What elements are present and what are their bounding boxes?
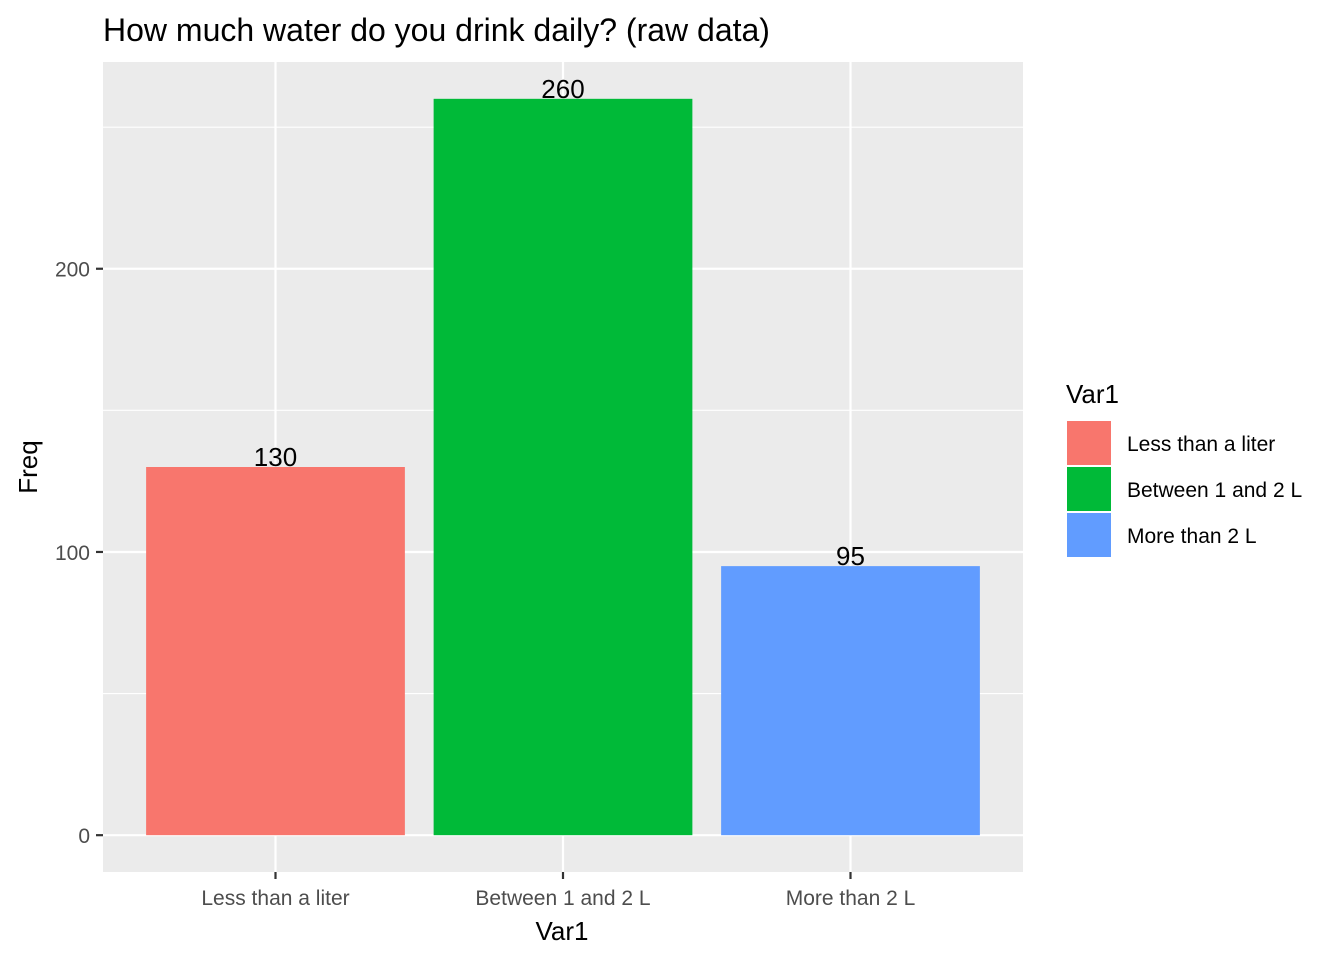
- x-axis-title: Var1: [536, 916, 589, 946]
- legend-title: Var1: [1066, 379, 1119, 409]
- bars-group: [146, 98, 980, 836]
- chart-title: How much water do you drink daily? (raw …: [103, 12, 770, 48]
- bar-value-label: 260: [541, 74, 584, 104]
- bar-labels-group: 130 260 95: [254, 74, 865, 571]
- bar-value-label: 130: [254, 442, 297, 472]
- legend-label: More than 2 L: [1127, 525, 1257, 548]
- y-tick-label: 100: [55, 542, 90, 565]
- legend-key: [1067, 421, 1111, 465]
- bar-value-label: 95: [836, 541, 865, 571]
- bar: [146, 467, 405, 836]
- legend-label: Less than a liter: [1127, 433, 1275, 456]
- x-axis: Less than a liter Between 1 and 2 L More t…: [201, 872, 915, 910]
- bar: [721, 566, 980, 836]
- y-axis-title: Freq: [13, 440, 43, 493]
- bar: [433, 98, 693, 836]
- y-tick-label: 200: [55, 259, 90, 282]
- legend-label: Between 1 and 2 L: [1127, 479, 1302, 502]
- x-tick-label: More than 2 L: [786, 887, 916, 910]
- legend-key: [1067, 513, 1111, 557]
- y-tick-label: 0: [78, 825, 90, 848]
- legend-key: [1067, 467, 1111, 511]
- legend: Var1 Less than a liter Between 1 and 2 L M…: [1066, 379, 1302, 557]
- y-axis: 0 100 200: [55, 259, 103, 848]
- legend-items: Less than a liter Between 1 and 2 L More t…: [1067, 421, 1302, 557]
- x-tick-label: Between 1 and 2 L: [475, 887, 650, 910]
- x-tick-label: Less than a liter: [201, 887, 349, 910]
